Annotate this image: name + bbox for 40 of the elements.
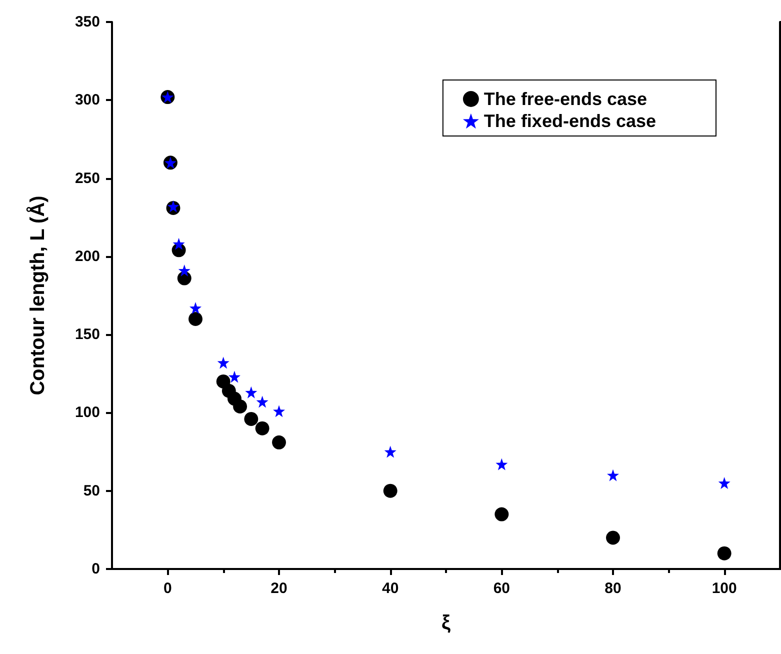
point	[217, 356, 230, 369]
y-tick-label: 150	[74, 326, 100, 344]
x-tick-label: 40	[382, 580, 399, 597]
x-axis-title: ξ	[442, 612, 451, 634]
y-axis-title: Contour length, L (Å)	[26, 196, 49, 396]
point	[256, 396, 268, 408]
point	[718, 477, 730, 490]
x-tick-label: 60	[493, 580, 510, 597]
point	[384, 446, 396, 458]
point	[607, 469, 619, 482]
point	[494, 507, 509, 522]
y-tick-label: 300	[74, 92, 100, 109]
point	[172, 238, 185, 250]
point	[233, 399, 248, 414]
y-tick-label: 0	[92, 560, 100, 578]
legend-label: The fixed-ends case	[484, 111, 656, 131]
point	[188, 312, 202, 326]
point	[255, 421, 270, 436]
point	[178, 264, 190, 276]
y-tick-label: 50	[83, 482, 100, 500]
point	[228, 370, 240, 383]
point	[244, 412, 258, 426]
x-tick-label: 0	[163, 580, 172, 597]
y-tick-label: 250	[74, 170, 100, 187]
x-tick-label: 20	[270, 580, 288, 597]
point	[606, 530, 620, 545]
y-tick-label: 200	[74, 248, 100, 265]
x-tick-label: 100	[712, 580, 737, 597]
x-tick-label: 80	[604, 580, 622, 597]
point	[383, 484, 398, 498]
point	[190, 302, 202, 314]
y-tick-label: 350	[74, 14, 100, 30]
legend-label: The free-ends case	[484, 89, 648, 109]
point	[496, 458, 508, 470]
point	[167, 200, 180, 212]
point	[245, 386, 258, 398]
point	[273, 405, 285, 418]
point	[272, 435, 286, 450]
y-tick-label: 100	[74, 404, 100, 422]
point	[717, 546, 732, 560]
